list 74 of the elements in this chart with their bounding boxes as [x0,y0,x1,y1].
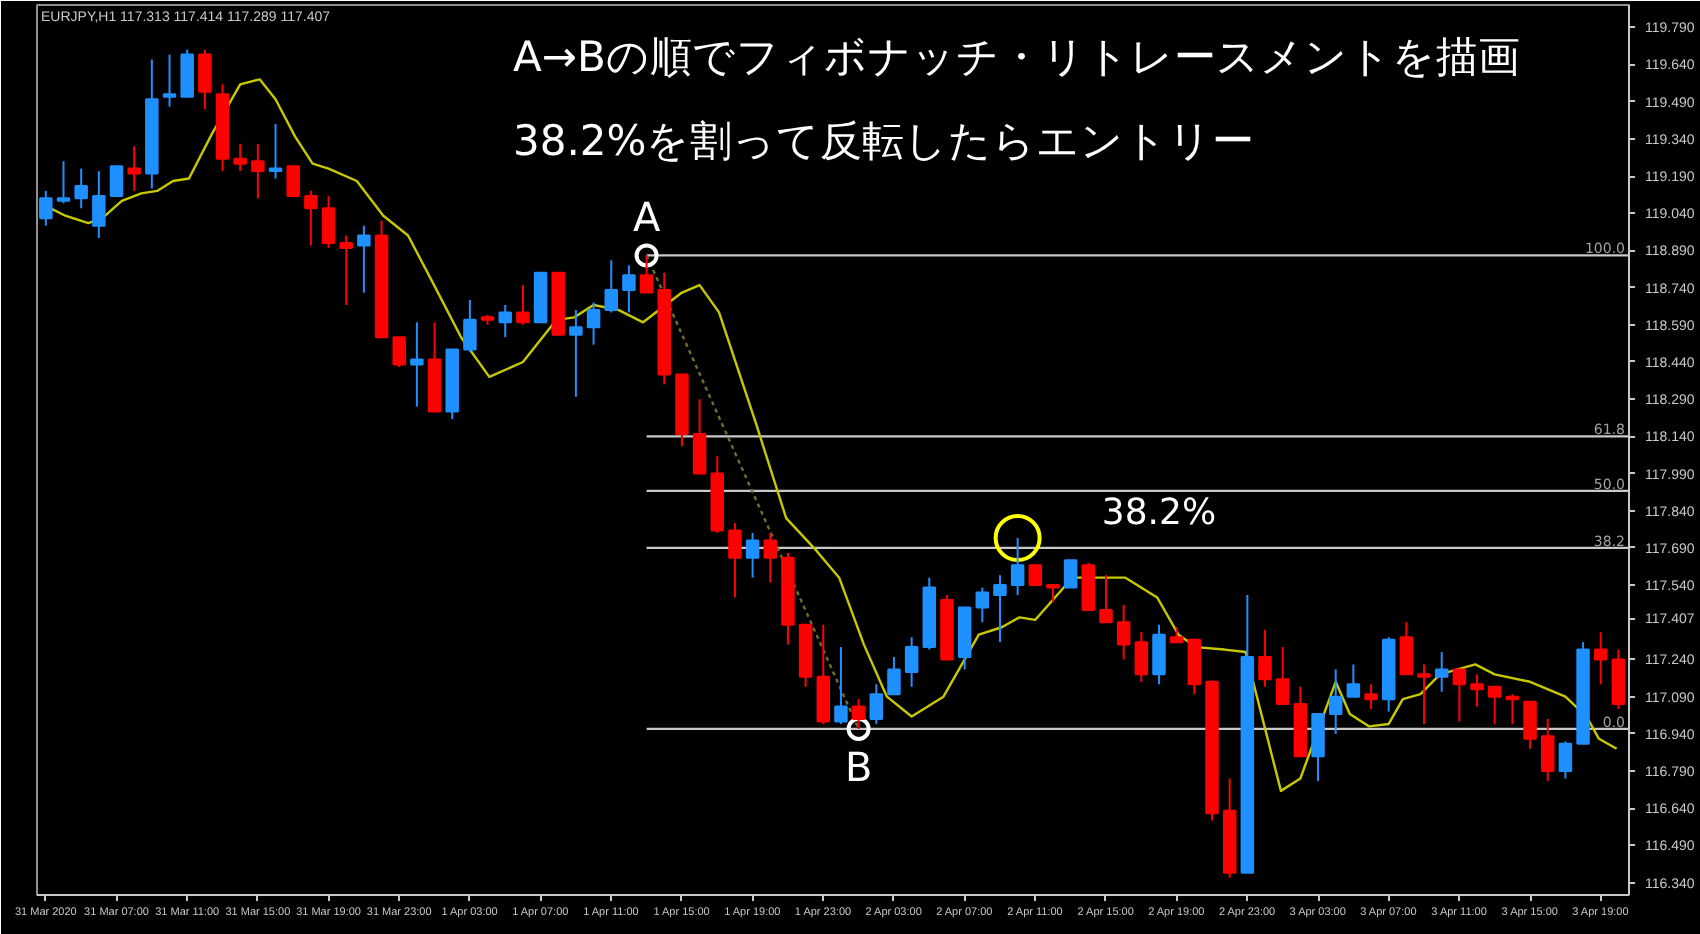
candlestick [56,160,71,205]
candlestick [1540,717,1555,782]
candlestick [639,254,654,294]
candlestick [1275,646,1290,706]
candlestick [1364,683,1378,711]
text: A→Bの順でフィボナッチ・リトレースメントを描画 [513,33,1520,81]
candlestick [1611,648,1626,711]
candlestick [604,259,618,314]
candlestick [586,301,601,346]
candlestick [251,142,265,200]
text: 38.2%を割って反転したらエントリー [513,117,1255,165]
candlestick [392,336,406,368]
candlestick [268,123,283,180]
candlestick [975,586,990,624]
candlestick [321,194,336,249]
candlestick [1417,663,1431,725]
candlestick [851,698,866,730]
candlestick [1328,668,1343,735]
candlestick [516,284,530,326]
candlestick [1523,700,1537,750]
candlestick [1311,713,1325,782]
candlestick [1187,638,1202,696]
candlestick [463,299,477,354]
candlestick [887,656,901,696]
candlestick [745,532,760,579]
candlestick [92,170,106,240]
candlestick [1593,631,1608,686]
point [846,716,871,741]
candlestick [1487,685,1502,725]
candlestick [692,398,707,475]
candlestick [339,234,353,306]
candlestick [198,48,212,111]
candlestick [1152,623,1166,686]
annotation: B [844,742,873,791]
candlestick [816,623,831,725]
candlestick [1470,673,1484,708]
candlestick [1399,621,1414,676]
candlestick [304,189,318,247]
candlestick [763,532,778,584]
candlestick [1028,564,1043,587]
candlestick [1434,651,1449,693]
point [634,243,659,268]
candlestick [180,48,194,98]
candlestick [39,189,53,227]
candlestick [1452,668,1467,723]
candlestick [1063,559,1078,589]
candlestick [1346,663,1361,698]
candlestick [1116,603,1131,661]
candlestick [357,224,371,294]
candlestick [74,167,88,210]
candlestick [1258,628,1272,688]
candlestick [869,683,884,725]
candlestick [904,636,919,688]
candlestick [233,142,247,173]
candlestick [162,53,177,108]
candlestick [1505,693,1520,725]
point [993,514,1042,562]
candlestick [127,145,141,192]
candlestick [410,321,424,408]
candlestick [728,522,742,599]
candlestick [1134,631,1149,683]
candlestick [1010,537,1025,597]
candlestick [569,308,583,398]
annotation: A [632,193,661,242]
candlestick [1099,574,1113,624]
candlestick [1081,561,1096,611]
candlestick [622,264,636,314]
candlestick [1558,740,1573,780]
annotation: 38.2% [1101,491,1217,534]
candlestick [286,165,300,197]
candlestick [993,574,1007,644]
candlestick [834,646,848,725]
candlestick [109,165,124,197]
candlestick [498,303,512,339]
